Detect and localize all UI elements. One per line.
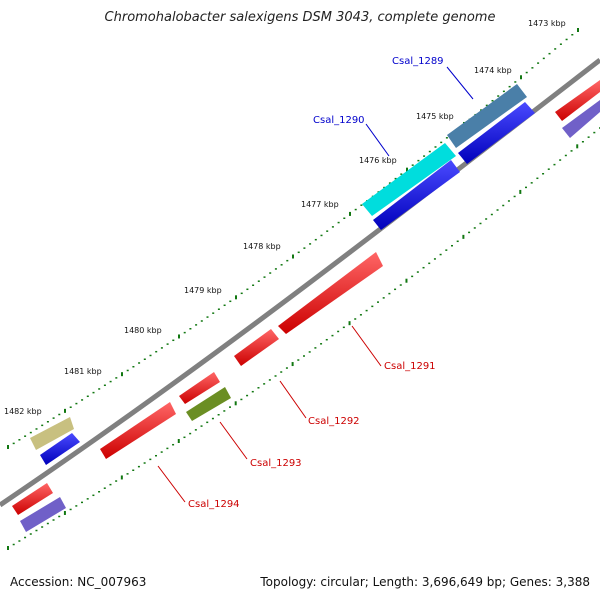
reverse-features [12, 252, 383, 532]
forward-features [30, 80, 600, 465]
gene-labels: Csal_1289 Csal_1290 Csal_1291 Csal_1292 … [157, 56, 474, 510]
feature-khaki[interactable] [30, 417, 74, 450]
feature-slate-edge[interactable] [562, 100, 600, 138]
gene-label-csal1294[interactable]: Csal_1294 [188, 499, 240, 510]
gene-label-csal1290[interactable]: Csal_1290 [313, 115, 365, 126]
feature-red-edge[interactable] [555, 80, 600, 121]
feature-red-csal1291[interactable] [278, 252, 383, 334]
ruler-label-1482: 1482 kbp [4, 407, 42, 416]
feature-blue-left[interactable] [40, 433, 80, 465]
gene-label-csal1291[interactable]: Csal_1291 [384, 361, 436, 372]
ruler-label-1481: 1481 kbp [64, 367, 102, 376]
gene-label-csal1289[interactable]: Csal_1289 [392, 56, 444, 67]
feature-red-csal1292[interactable] [234, 329, 279, 366]
ruler-label-1479: 1479 kbp [184, 286, 222, 295]
feature-red-small[interactable] [179, 372, 220, 404]
feature-blue-csal1289[interactable] [458, 102, 535, 164]
ruler-label-1475: 1475 kbp [416, 112, 454, 121]
feature-steelblue[interactable] [447, 84, 527, 148]
ruler-label-1480: 1480 kbp [124, 326, 162, 335]
ruler-label-1474: 1474 kbp [474, 66, 512, 75]
inner-tick-ring [7, 127, 600, 550]
gene-label-csal1292[interactable]: Csal_1292 [308, 416, 360, 427]
feature-slate-bottom[interactable] [20, 497, 66, 532]
map-title: Chromohalobacter salexigens DSM 3043, co… [104, 10, 496, 25]
feature-red-csal1294[interactable] [100, 402, 176, 459]
ruler-label-1473: 1473 kbp [528, 19, 566, 28]
feature-blue-csal1290[interactable] [373, 160, 460, 230]
genome-summary-text: Topology: circular; Length: 3,696,649 bp… [260, 575, 590, 589]
ruler-labels: 1473 kbp 1474 kbp 1475 kbp 1476 kbp 1477… [4, 19, 566, 416]
outer-tick-ring [7, 28, 579, 449]
gene-label-csal1293[interactable]: Csal_1293 [250, 458, 302, 469]
feature-olive-csal1293[interactable] [186, 387, 231, 421]
ruler-label-1478: 1478 kbp [243, 242, 281, 251]
feature-cyan[interactable] [362, 143, 456, 216]
feature-red-bottom[interactable] [12, 483, 53, 515]
accession-text: Accession: NC_007963 [10, 575, 147, 589]
ruler-label-1476: 1476 kbp [359, 156, 397, 165]
ruler-label-1477: 1477 kbp [301, 200, 339, 209]
